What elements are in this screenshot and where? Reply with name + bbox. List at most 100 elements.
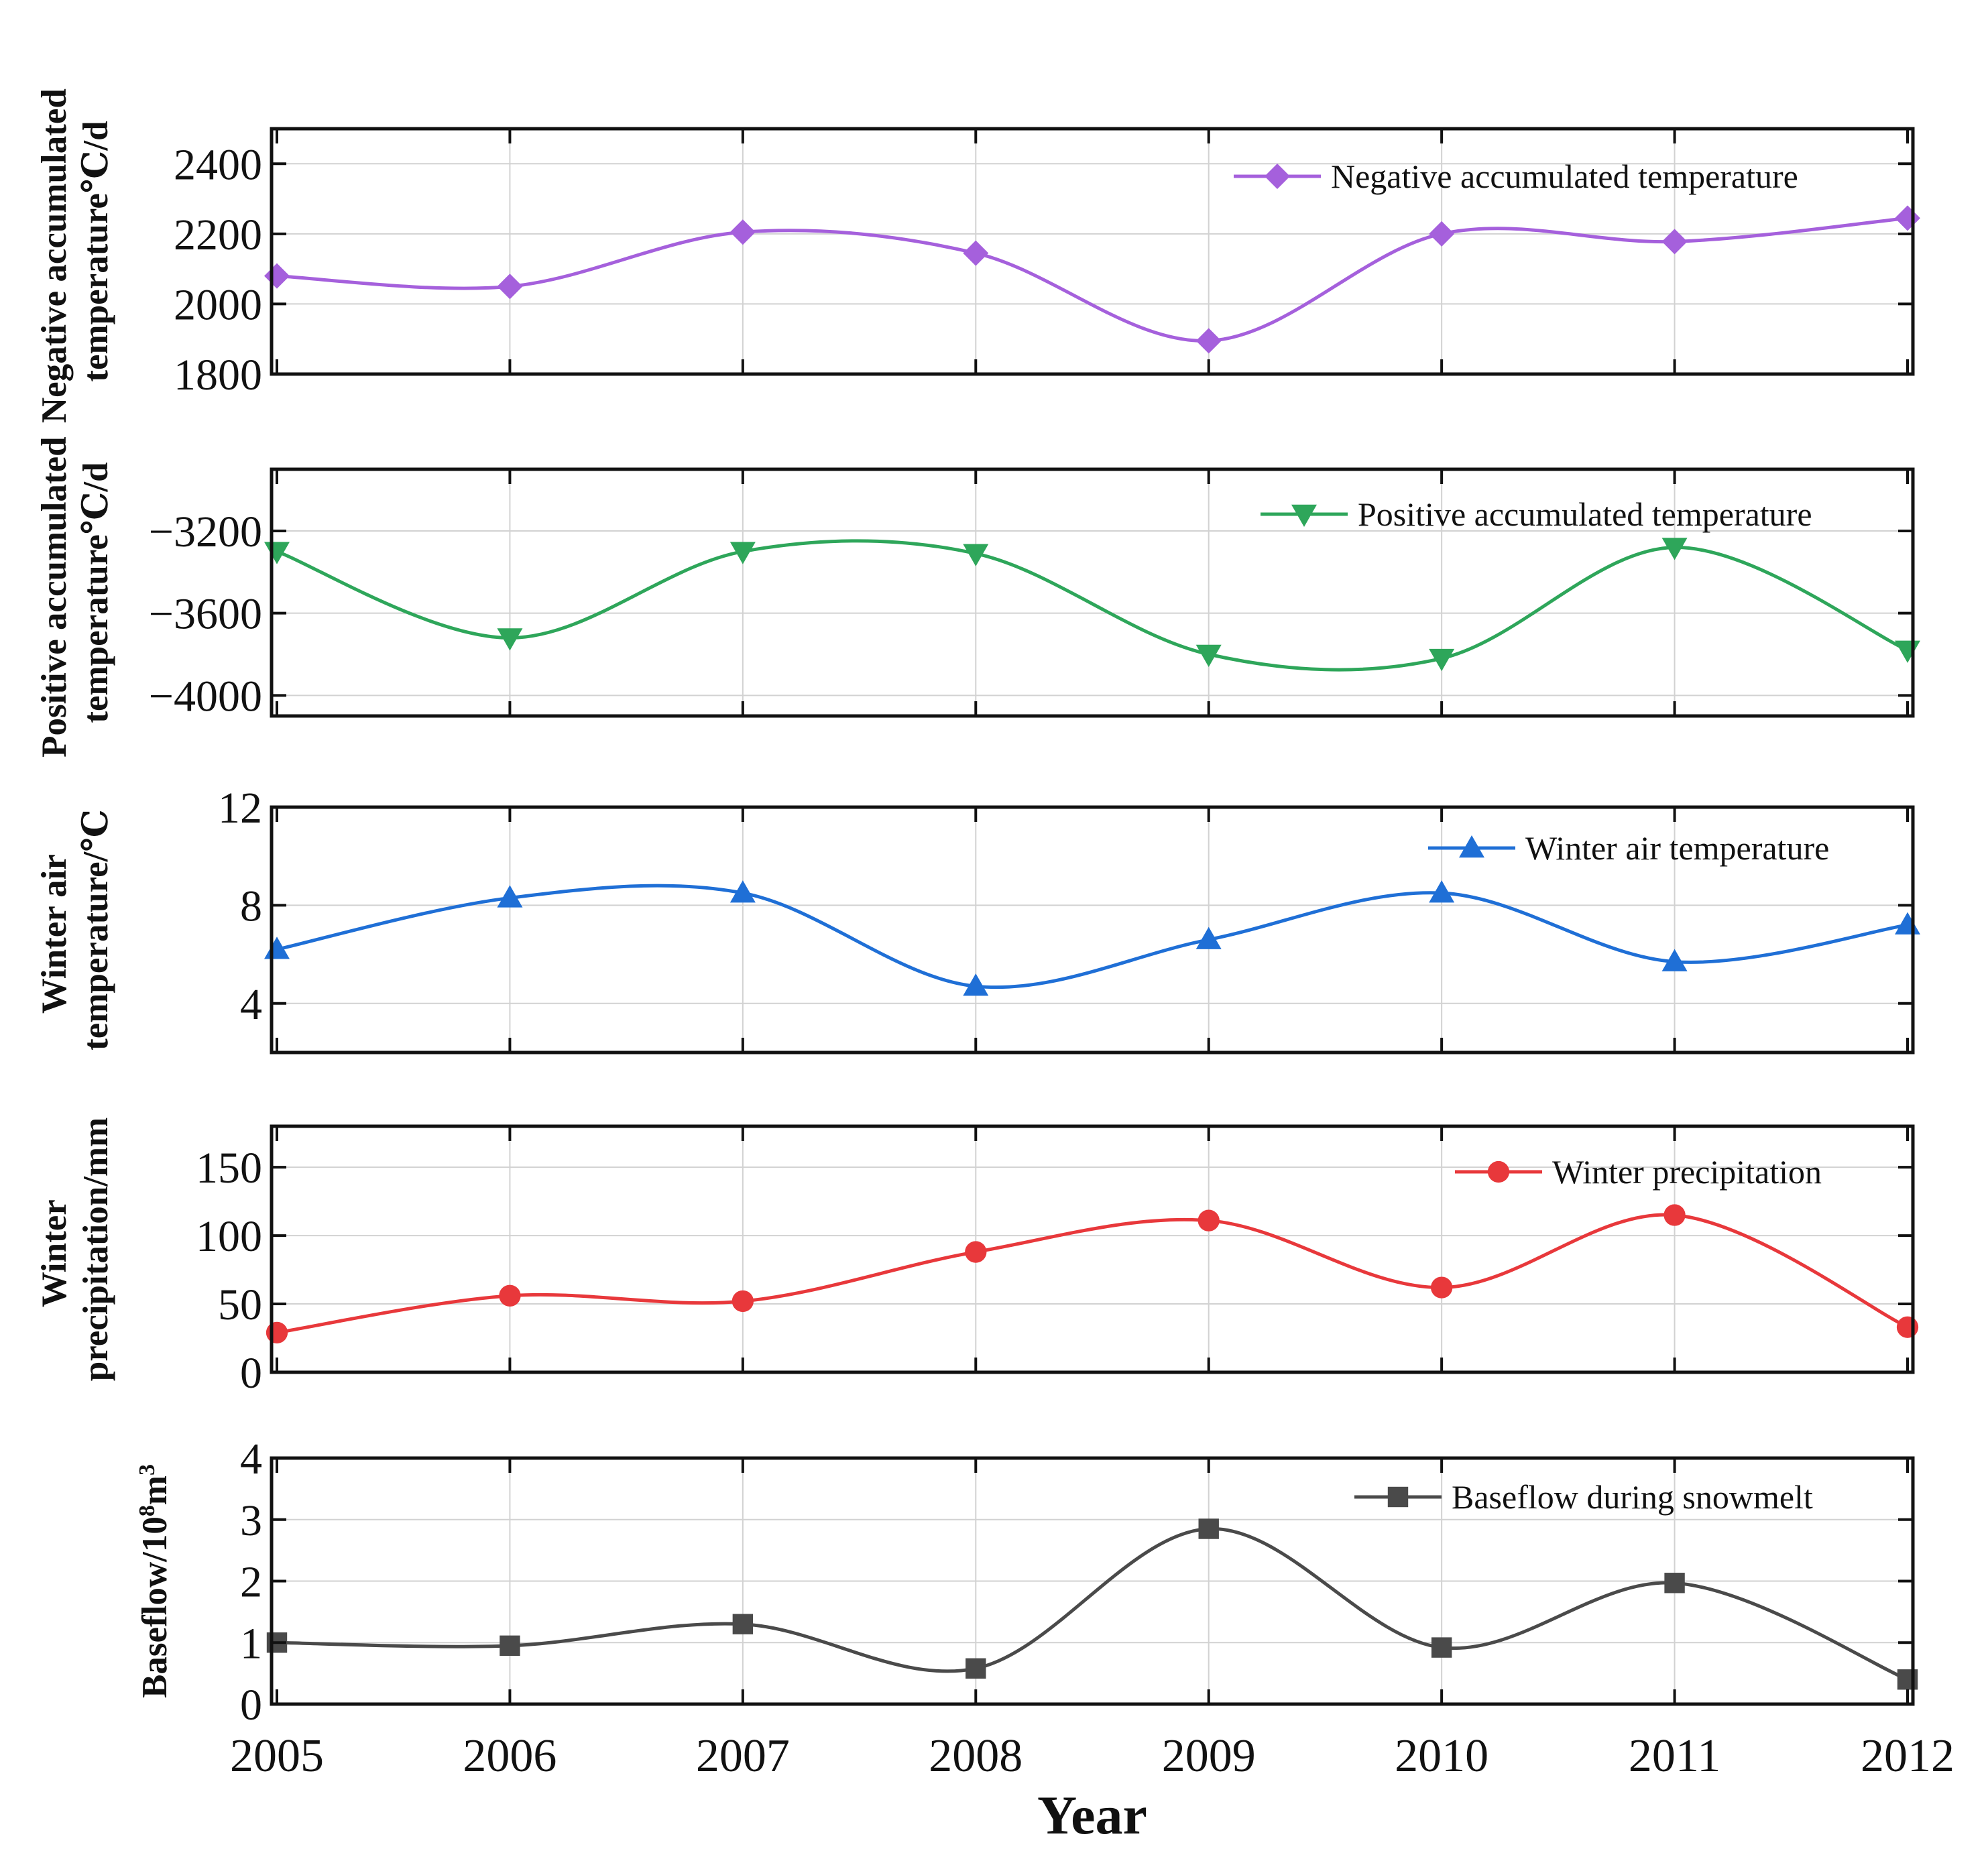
series-line [276, 539, 1909, 672]
data-point-marker [500, 1635, 520, 1657]
x-axis-title: Year [1037, 1785, 1147, 1846]
x-tick-label: 2009 [1162, 1730, 1256, 1782]
y-tick-labels: 4 8 12 [218, 784, 262, 1029]
y-ticks [272, 806, 1913, 1052]
y-tick-label: 2200 [174, 210, 262, 259]
legend-marker [1487, 1160, 1510, 1183]
legend-label: Winter air temperature [1525, 829, 1829, 867]
plot-frame [270, 127, 1915, 376]
data-point-marker [1896, 1316, 1919, 1338]
data-point-marker [966, 1658, 986, 1679]
y-tick-label: 4 [240, 980, 262, 1029]
y-axis-label-line-2: temperature℃/d [76, 121, 115, 381]
data-point-marker [1661, 949, 1688, 971]
x-tick-label: 2006 [463, 1730, 557, 1782]
data-point-marker [729, 219, 756, 245]
y-tick-label: 12 [218, 784, 262, 833]
x-tick-label: 2008 [929, 1730, 1022, 1782]
legend-marker [1265, 164, 1290, 189]
y-axis-label-superscript: 8 [135, 1505, 160, 1516]
y-axis-label-line-2: temperature/℃ [76, 809, 115, 1050]
data-point-marker [732, 1614, 754, 1634]
y-tick-label: 2 [240, 1558, 262, 1607]
y-axis-label-part: m [135, 1476, 174, 1505]
x-tick-label: 2005 [230, 1730, 324, 1782]
y-ticks [272, 469, 1913, 716]
data-point-marker [1661, 538, 1688, 560]
data-point-marker [1431, 1637, 1452, 1658]
y-ticks [272, 129, 1913, 375]
y-tick-label: 50 [218, 1280, 262, 1329]
y-tick-label: 4 [240, 1435, 262, 1484]
grid [277, 469, 1908, 716]
data-point-marker [1291, 504, 1317, 527]
y-tick-label: 0 [240, 1349, 262, 1398]
y-axis-label: Negative accumulated temperature℃/d [35, 80, 115, 423]
y-axis-label-line-2: precipitation/mm [76, 1118, 115, 1382]
y-axis-label: Baseflow/108m3 [135, 1464, 175, 1698]
y-tick-labels: 1800 2000 2200 2400 [174, 140, 262, 400]
plot-frame [270, 467, 1915, 718]
y-tick-label: 3 [240, 1496, 262, 1545]
panel-positive-accumulated-temperature: −4000 −3600 −3200 Positive accumulated t… [35, 428, 1920, 758]
data-point-marker [1487, 1160, 1510, 1183]
series-line [276, 884, 1908, 989]
y-tick-label: 100 [196, 1212, 262, 1261]
data-point-marker [1459, 835, 1484, 858]
data-point-marker [497, 885, 523, 908]
legend-label: Positive accumulated temperature [1358, 495, 1812, 533]
x-tick-label: 2012 [1861, 1730, 1954, 1782]
y-tick-label: 0 [240, 1681, 262, 1730]
y-tick-label: −4000 [149, 672, 262, 721]
legend: Negative accumulated temperature [1234, 158, 1798, 195]
data-point-marker [963, 240, 989, 266]
data-point-marker [1387, 1486, 1409, 1508]
data-point-marker [1198, 1518, 1219, 1539]
legend: Winter precipitation [1455, 1153, 1822, 1191]
legend-marker [1291, 504, 1317, 527]
data-point-marker [1430, 1276, 1453, 1299]
data-point-marker [1265, 164, 1290, 189]
series-marks [266, 1204, 1919, 1344]
y-tick-label: −3200 [149, 507, 262, 556]
data-point-marker [1195, 328, 1222, 354]
data-point-marker [963, 544, 989, 566]
y-axis-label-line-1: Winter [35, 1200, 74, 1307]
y-tick-labels: 0 50 100 150 [196, 1144, 262, 1398]
data-point-marker [1429, 648, 1455, 672]
x-tick-label: 2011 [1629, 1730, 1720, 1782]
plot-frame [270, 805, 1915, 1055]
panel-winter-precipitation: 0 50 100 150 Winter precipitation/mm Win… [35, 1118, 1919, 1398]
y-tick-label: 1 [240, 1619, 262, 1668]
data-point-marker [732, 1290, 754, 1313]
x-tick-label: 2010 [1395, 1730, 1488, 1782]
y-axis-label-line-1: Negative accumulated [35, 88, 74, 423]
y-tick-label: 2400 [174, 140, 262, 189]
data-point-marker [1197, 1209, 1220, 1231]
y-tick-labels: −4000 −3600 −3200 [149, 507, 262, 721]
plot-frame [270, 1124, 1915, 1374]
data-point-marker [729, 880, 756, 903]
y-tick-label: 150 [196, 1144, 262, 1193]
panel-negative-accumulated-temperature: 1800 2000 2200 2400 Negative accumulated… [35, 80, 1920, 423]
y-tick-labels: 0 1 2 3 4 [240, 1435, 262, 1730]
data-point-marker [1429, 880, 1455, 903]
data-point-marker [266, 1321, 288, 1344]
y-axis-label-line-2: temperature℃/d [76, 462, 115, 723]
series-line [276, 1213, 1909, 1335]
data-point-marker [1897, 1669, 1918, 1690]
data-point-marker [965, 1241, 987, 1263]
legend: Positive accumulated temperature [1261, 495, 1812, 533]
data-point-marker [1195, 644, 1222, 667]
y-axis-label: Positive accumulated temperature℃/d [35, 428, 115, 758]
legend-label: Winter precipitation [1552, 1153, 1822, 1191]
data-point-marker [1661, 229, 1688, 255]
data-point-marker [1429, 221, 1455, 247]
data-point-marker [497, 628, 523, 651]
y-tick-label: 8 [240, 882, 262, 930]
legend-marker [1459, 835, 1484, 858]
data-point-marker [499, 1284, 521, 1307]
y-axis-label-superscript: 3 [135, 1464, 160, 1476]
y-tick-label: 1800 [174, 351, 262, 400]
